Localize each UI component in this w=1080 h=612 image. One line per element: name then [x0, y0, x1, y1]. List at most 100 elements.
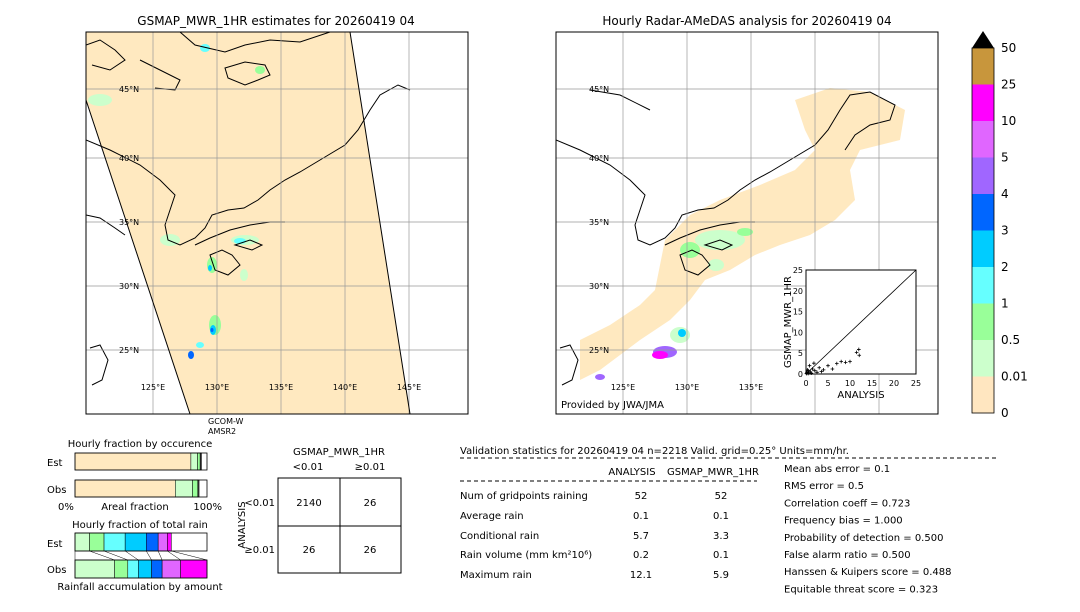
occurrence-title: Hourly fraction by occurence	[68, 439, 212, 450]
colorbar-label: 0.01	[1001, 370, 1028, 384]
validation-gsmap-value: 0.1	[713, 550, 729, 561]
validation-row-label: Conditional rain	[460, 531, 539, 542]
occurrence-tick-left: 0%	[58, 502, 74, 513]
satellite-label: GCOM-W	[208, 417, 244, 426]
colorbar-cell	[972, 48, 994, 85]
right-lon-labels: 125°E 130°E 135°E	[611, 383, 763, 392]
rain-fraction-xlabel: Rainfall accumulation by amount	[57, 582, 222, 593]
contingency-row-2: ≥0.01	[244, 545, 275, 556]
rain-fraction-row-obs: Obs	[47, 565, 66, 576]
lat-label: 45°N	[589, 85, 609, 94]
occurrence-bars	[74, 452, 208, 498]
validation-analysis-value: 0.1	[633, 511, 649, 522]
lon-label: 140°E	[333, 383, 357, 392]
lat-label: 40°N	[589, 154, 609, 163]
rain-fraction-segment	[161, 559, 181, 579]
lat-label: 45°N	[119, 85, 139, 94]
rain-fraction-bar-frame	[74, 559, 208, 579]
scatter-point	[857, 347, 861, 352]
validation-col-gsmap: GSMAP_MWR_1HR	[667, 467, 759, 478]
validation-analysis-value: 5.7	[633, 531, 649, 542]
scatter-ytick: 5	[798, 349, 803, 358]
validation-score: False alarm ratio = 0.500	[784, 550, 911, 561]
contingency-title: GSMAP_MWR_1HR	[293, 447, 385, 458]
contingency-row-axis-label: ANALYSIS	[237, 501, 248, 548]
occurrence-segment	[197, 452, 201, 471]
occurrence-segment	[192, 479, 199, 498]
lon-label: 130°E	[675, 383, 699, 392]
scatter-point	[843, 360, 848, 365]
occurrence-bar-frame	[74, 479, 208, 498]
validation-row-label: Maximum rain	[460, 570, 532, 581]
lon-label: 125°E	[611, 383, 635, 392]
colorbar-cell	[972, 303, 994, 341]
scatter-point	[857, 353, 862, 358]
scatter-point	[835, 361, 839, 366]
scatter-point	[854, 350, 859, 355]
rain-fraction-segment	[127, 559, 139, 579]
left-grid	[86, 32, 468, 414]
validation-stats: Validation statistics for 20260419 04 n=…	[460, 446, 996, 595]
scatter-point	[839, 359, 843, 364]
validation-row-label: Rain volume (mm km²10⁶)	[460, 550, 592, 561]
colorbar-label: 10	[1001, 114, 1016, 128]
colorbar-label: 0	[1001, 406, 1009, 420]
lat-label: 30°N	[589, 282, 609, 291]
colorbar: 50 25 10 5 4 3 2 1 0.5 0.01 0	[971, 31, 1028, 420]
occurrence-segment	[190, 452, 198, 471]
left-map-title: GSMAP_MWR_1HR estimates for 20260419 04	[137, 14, 414, 28]
scatter-point	[810, 367, 815, 371]
validation-analysis-value: 52	[635, 491, 648, 502]
occurrence-xlabel: Areal fraction	[101, 502, 168, 513]
left-lat-labels: 45°N 40°N 35°N 30°N 25°N	[119, 85, 139, 355]
right-map-title: Hourly Radar-AMeDAS analysis for 2026041…	[602, 14, 891, 28]
lat-label: 35°N	[589, 218, 609, 227]
left-map-body	[86, 32, 468, 414]
scatter-xtick: 10	[845, 379, 855, 388]
validation-score: Frequency bias = 1.000	[784, 516, 903, 527]
rain-fraction-segment	[124, 532, 147, 552]
validation-gsmap-value: 5.9	[713, 570, 729, 581]
scatter-point	[830, 367, 835, 371]
colorbar-label: 3	[1001, 224, 1009, 238]
scatter-point	[821, 368, 826, 372]
scatter-xtick: 15	[867, 379, 877, 388]
scatter-point	[848, 359, 852, 364]
colorbar-cell	[972, 267, 994, 304]
scatter-point	[813, 368, 817, 373]
rain-fraction-segment	[114, 559, 129, 579]
validation-col-analysis: ANALYSIS	[608, 467, 655, 478]
colorbar-label: 25	[1001, 78, 1016, 92]
scatter-points	[804, 347, 862, 376]
scatter-xtick: 0	[803, 379, 808, 388]
colorbar-cell	[972, 230, 994, 268]
scatter-point	[809, 371, 814, 375]
scatter-ytick: 20	[793, 287, 803, 296]
occurrence-bar-frame	[74, 452, 208, 471]
rain-fraction-segment	[74, 559, 115, 579]
scatter-ytick: 10	[793, 328, 803, 337]
rain-fraction-connector	[171, 550, 208, 561]
scatter-xtick: 20	[889, 379, 899, 388]
rain-fraction-title: Hourly fraction of total rain	[72, 520, 208, 531]
lon-label: 145°E	[397, 383, 421, 392]
occurrence-segment	[199, 452, 202, 471]
scatter-point	[807, 363, 812, 368]
validation-row-label: Average rain	[460, 511, 524, 522]
rain-fraction-segment	[74, 532, 90, 552]
contingency-col-1: <0.01	[293, 462, 324, 473]
validation-score: Hanssen & Kuipers score = 0.488	[784, 567, 951, 578]
rain-fraction-connector	[103, 550, 128, 561]
rain-fraction-segment	[138, 559, 152, 579]
validation-gsmap-value: 52	[715, 491, 728, 502]
colorbar-cell	[972, 340, 994, 377]
contingency-cell: 26	[364, 545, 377, 556]
colorbar-cell	[972, 194, 994, 231]
rain-fraction-segment	[180, 559, 208, 579]
validation-score: RMS error = 0.5	[784, 481, 864, 492]
validation-header: Validation statistics for 20260419 04 n=…	[460, 446, 849, 457]
validation-row-label: Num of gridpoints raining	[460, 491, 588, 502]
lat-label: 35°N	[119, 218, 139, 227]
rain-fraction-segment	[167, 532, 172, 552]
occurrence-row-est: Est	[47, 458, 63, 469]
